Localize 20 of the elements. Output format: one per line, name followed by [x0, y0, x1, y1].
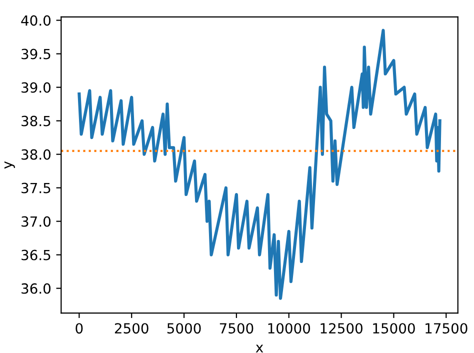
y-tick-label: 39.0 [22, 82, 50, 93]
x-tick-label: 0 [76, 323, 83, 334]
x-tick-label: 2500 [114, 323, 148, 334]
x-tick-label: 7500 [220, 323, 254, 334]
y-tick-label: 36.0 [22, 283, 50, 294]
x-tick-label: 12500 [320, 323, 362, 334]
x-tick-label: 10000 [268, 323, 310, 334]
x-tick-label: 17500 [426, 323, 468, 334]
y-tick-label: 39.5 [22, 48, 50, 60]
y-tick-label: 37.5 [22, 182, 50, 194]
y-tick-label: 40.0 [21, 15, 50, 26]
x-axis-title: x [256, 344, 264, 352]
y-tick-label: 38.0 [22, 149, 50, 160]
y-tick-label: 37.0 [22, 216, 50, 227]
line-series [78, 28, 442, 300]
x-tick-label: 15000 [373, 323, 415, 334]
x-tick-label: 5000 [167, 323, 201, 334]
y-tick-label: 36.5 [22, 250, 50, 260]
y-tick-label: 38.5 [22, 116, 50, 126]
y-axis-title: y [4, 161, 15, 169]
